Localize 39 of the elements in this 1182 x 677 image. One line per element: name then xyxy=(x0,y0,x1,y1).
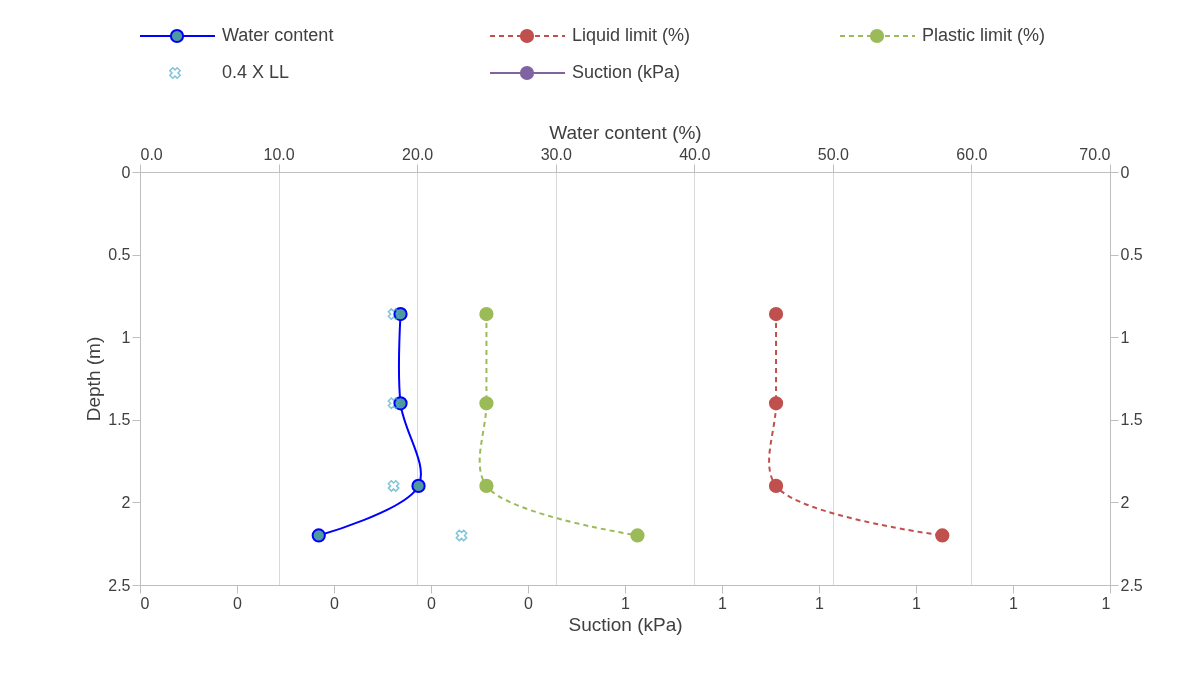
y2-tick-label: 2.5 xyxy=(1120,576,1143,594)
x2-tick-label: 0 xyxy=(140,594,150,612)
x-tick-label: 0.0 xyxy=(140,145,163,163)
x-tick-label: 50.0 xyxy=(817,145,850,163)
x2-tick-label: 1 xyxy=(718,594,728,612)
x2-tick-label: 1 xyxy=(815,594,825,612)
y2-tick-label: 0 xyxy=(1120,163,1130,181)
y-tick-label: 1 xyxy=(121,328,131,346)
y2-tick-label: 1 xyxy=(1120,328,1130,346)
x2-tick-label: 0 xyxy=(233,594,243,612)
x-tick-label: 30.0 xyxy=(540,145,572,163)
x2-tick-label: 0 xyxy=(524,594,534,612)
x2-tick-label: 0 xyxy=(330,594,340,612)
y2-tick-label: 2 xyxy=(1120,493,1130,511)
x-tick-label: 70.0 xyxy=(1079,145,1111,163)
x2-tick-label: 1 xyxy=(1101,594,1111,612)
x2-axis-title: Suction (kPa) xyxy=(568,613,683,635)
x-tick-label: 20.0 xyxy=(402,145,434,163)
legend-label: Suction (kPa) xyxy=(572,62,681,82)
y2-tick-label: 0.5 xyxy=(1120,246,1143,264)
y-tick-label: 2 xyxy=(121,493,131,511)
x2-tick-label: 1 xyxy=(621,594,631,612)
x2-tick-label: 1 xyxy=(1009,594,1019,612)
x-tick-label: 10.0 xyxy=(263,145,295,163)
y-tick-label: 2.5 xyxy=(108,576,131,594)
y-tick-label: 1.5 xyxy=(108,411,131,429)
legend-label: Plastic limit (%) xyxy=(922,25,1046,45)
x-axis-title: Water content (%) xyxy=(549,121,702,143)
legend-label: 0.4 X LL xyxy=(222,62,290,82)
x-tick-label: 40.0 xyxy=(679,145,711,163)
legend-label: Liquid limit (%) xyxy=(572,25,691,45)
y-tick-label: 0.5 xyxy=(108,246,131,264)
x-tick-label: 60.0 xyxy=(956,145,988,163)
y-axis-title: Depth (m) xyxy=(83,336,105,422)
y-tick-label: 0 xyxy=(121,163,131,181)
x2-tick-label: 0 xyxy=(427,594,437,612)
x2-tick-label: 1 xyxy=(912,594,922,612)
y2-tick-label: 1.5 xyxy=(1120,411,1143,429)
legend-label: Water content xyxy=(222,25,334,45)
